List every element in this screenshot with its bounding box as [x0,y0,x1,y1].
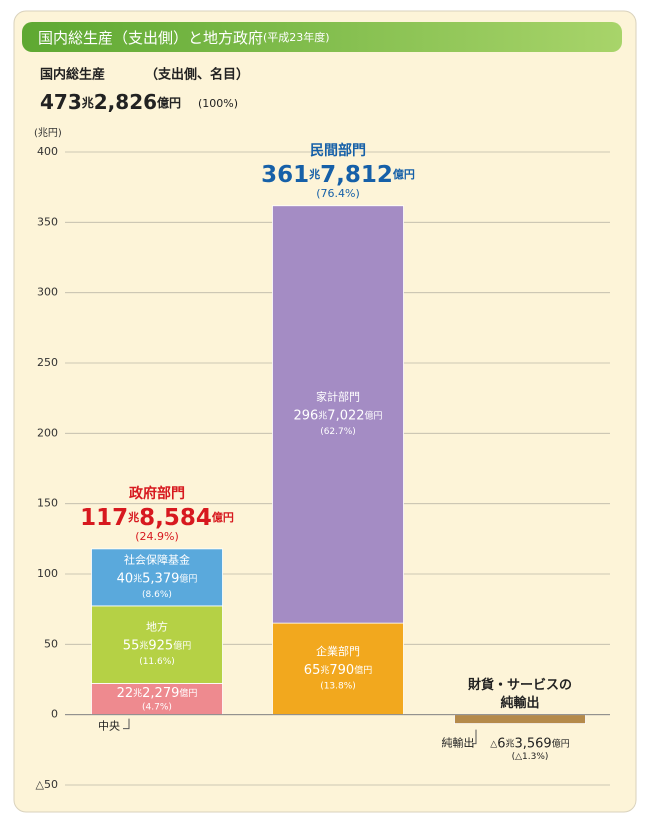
segment-name: 社会保障基金 [124,552,190,566]
bar-segment [272,622,404,716]
category-total: 117兆8,584億円 [80,504,234,530]
bar-segment [91,682,223,716]
y-tick-label: 0 [51,708,58,721]
total-name: 国内総生産 [40,67,105,83]
y-tick-label: 400 [37,145,58,158]
bar-segment [454,714,586,725]
y-tick-label: 300 [37,286,58,299]
category-share: (76.4%) [316,187,360,200]
bar-segment [91,548,223,607]
y-tick-label: 150 [37,497,58,510]
share-label: (62.7%) [320,427,356,437]
value-label: 55兆925億円 [123,638,191,653]
category-total: 361兆7,812億円 [261,161,415,187]
value-label: 65兆790億円 [304,662,372,677]
value-label: 22兆2,279億円 [117,686,198,701]
y-tick-label: 250 [37,356,58,369]
title: 国内総生産（支出側）と地方政府 [38,29,263,47]
share-label: (4.7%) [142,703,172,713]
value-label: 40兆5,379億円 [117,571,198,586]
y-tick-label: 350 [37,215,58,228]
y-tick-label: 50 [44,637,58,650]
y-unit: (兆円) [34,127,62,139]
share-label: (13.8%) [320,681,356,691]
share-label: (11.6%) [139,657,175,667]
total-note: （支出側、名目） [145,67,249,83]
segment-name: 企業部門 [316,644,360,658]
leader [472,729,477,745]
subtitle: (平成23年度) [263,30,330,44]
y-tick-label: △50 [36,778,58,791]
total-share: (100%) [198,97,238,110]
total-value: 473兆2,826億円 [40,90,181,114]
category-label: 財貨・サービスの 純輸出 [467,677,572,711]
category-share: (24.9%) [135,530,179,543]
segment-name: 家計部門 [316,389,360,403]
category-label: 政府部門 [129,485,185,502]
segment-name: 中央 [98,720,120,733]
segment-name: 純輸出 [442,736,475,750]
share-label: (△1.3%) [512,752,549,762]
y-tick-label: 100 [37,567,58,580]
chart-title: 国内総生産（支出側）と地方政府(平成23年度) [38,29,330,47]
value-label: △6兆3,569億円 [490,736,569,751]
bar-segment [91,605,223,684]
category-label: 民間部門 [310,142,366,159]
share-label: (8.6%) [142,590,172,600]
leader [123,718,130,730]
header-bar [22,22,622,52]
y-tick-label: 200 [37,426,58,439]
value-label: 296兆7,022億円 [293,408,382,423]
bar-segment [272,205,404,624]
segment-name: 地方 [146,620,168,634]
